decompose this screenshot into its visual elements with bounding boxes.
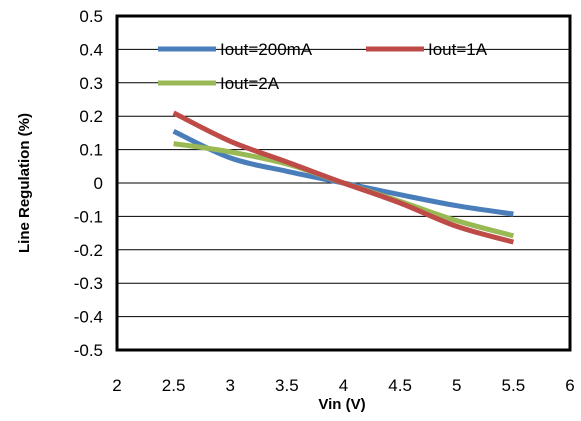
- x-axis-title: Vin (V): [318, 396, 365, 413]
- y-tick-label: -0.2: [74, 241, 103, 260]
- x-tick-label: 2: [112, 376, 121, 395]
- x-tick-labels: 2 2.5 3 3.5 4 4.5 5 5.5 6: [112, 376, 574, 395]
- x-tick-label: 3: [226, 376, 235, 395]
- y-tick-label: 0.5: [79, 7, 103, 26]
- y-tick-label: 0: [94, 174, 103, 193]
- x-tick-label: 3.5: [275, 376, 299, 395]
- y-tick-label: -0.5: [74, 341, 103, 360]
- x-tick-label: 4: [339, 376, 348, 395]
- y-tick-label: 0.2: [79, 107, 103, 126]
- x-tick-label: 5: [452, 376, 461, 395]
- x-tick-label: 6: [565, 376, 574, 395]
- y-tick-label: 0.4: [79, 40, 103, 59]
- legend-label-0: Iout=200mA: [220, 40, 313, 59]
- series-line-0: [172, 128, 514, 217]
- x-tick-label: 4.5: [388, 376, 412, 395]
- series-line-1: [172, 110, 515, 245]
- y-tick-labels: 0.5 0.4 0.3 0.2 0.1 0 -0.1 -0.2 -0.3 -0.4 -0.5: [74, 7, 103, 360]
- x-tick-label: 2.5: [162, 376, 186, 395]
- series-lines: [172, 110, 515, 245]
- legend: Iout=200mA Iout=1A Iout=2A: [158, 40, 488, 93]
- legend-label-1: Iout=1A: [428, 40, 488, 59]
- y-tick-label: -0.4: [74, 308, 103, 327]
- y-tick-label: -0.3: [74, 274, 103, 293]
- plot-area-frame: [115, 14, 572, 352]
- y-axis-title: Line Regulation (%): [16, 113, 33, 253]
- y-tick-label: 0.1: [79, 141, 103, 160]
- x-tick-label: 5.5: [502, 376, 526, 395]
- legend-label-2: Iout=2A: [220, 74, 280, 93]
- y-tick-label: -0.1: [74, 207, 103, 226]
- y-tick-label: 0.3: [79, 74, 103, 93]
